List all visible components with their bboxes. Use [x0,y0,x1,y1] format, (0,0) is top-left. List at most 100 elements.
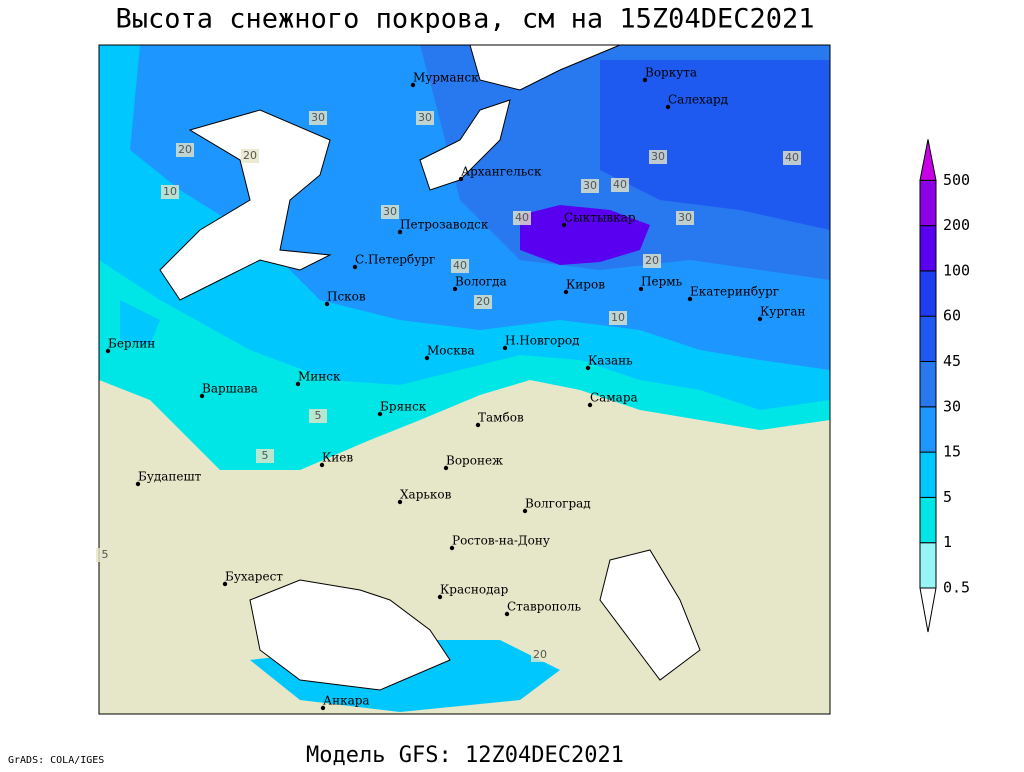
city-label: Мурманск [413,71,479,85]
contour-label: 30 [311,111,325,124]
legend-swatch [919,179,937,227]
city-dot [397,499,403,505]
legend-swatch [919,270,937,317]
contour-label: 40 [453,259,467,272]
city-label: Будапешт [138,470,202,484]
legend-swatch [919,496,937,544]
city-label: Киев [322,451,353,465]
city-label: Н.Новгород [505,334,580,348]
city-dot [320,705,326,711]
legend-label: 500 [943,171,970,189]
contour-label-box [609,311,627,325]
contour-label: 20 [243,149,257,162]
city-dot [443,465,449,471]
city-dot [397,229,403,235]
contour-label: 10 [163,185,177,198]
model: Модель GFS: 12Z04DEC2021 [306,743,624,768]
city-dot [687,296,693,302]
city-dot [424,355,430,361]
contour-label-box [649,150,667,164]
city-dot [458,176,464,182]
city-label: Псков [327,290,366,304]
city-dot [199,393,205,399]
city-label: Краснодар [440,583,509,597]
contour-label: 5 [315,409,322,422]
legend-swatch [919,451,937,498]
contour-label: 5 [102,548,109,561]
city-label: Екатеринбург [690,285,779,299]
city-dot [665,104,671,110]
contour-label-box [611,178,629,192]
city-label: Берлин [108,337,155,351]
city-label: Ставрополь [507,600,581,614]
legend-label: 200 [943,216,970,234]
city-dot [585,365,591,371]
city-label: Курган [760,305,805,319]
contour-label-box [309,111,327,125]
city-dot [638,286,644,292]
map [98,44,831,720]
contour-label: 30 [583,179,597,192]
contour-label-box [581,179,599,193]
legend-low [919,587,937,633]
contour-label-box [241,149,259,163]
city-label: Волгоград [525,497,591,511]
city-dot [135,481,141,487]
contour-label-box [531,648,549,662]
legend-label: 45 [943,352,961,370]
contour-label: 20 [178,143,192,156]
contour-label-box [381,205,399,219]
city-dot [561,222,567,228]
city-label: Варшава [202,382,258,396]
legend-label: 1 [943,533,952,551]
contour-label: 10 [611,311,625,324]
contour-label-box [256,449,274,463]
city-label: Пермь [641,275,683,289]
legend-swatch [919,315,937,363]
contour-label: 30 [418,111,432,124]
legend-label: 60 [943,307,961,325]
contour-label: 40 [515,211,529,224]
legend-high [919,139,937,181]
contour-label: 30 [383,205,397,218]
legend-label: 15 [943,443,961,461]
contour-label-box [474,295,492,309]
city-label: Сыктывкар [564,211,636,225]
city-label: Архангельск [461,165,542,179]
credit: GrADS: COLA/IGES [8,755,104,766]
legend-label: 100 [943,261,970,279]
contour-label-box [416,111,434,125]
city-dot [352,264,358,270]
city-label: Самара [590,391,638,405]
contour-label-box [783,151,801,165]
contour-label-box [309,409,327,423]
city-dot [452,286,458,292]
city-label: Анкара [323,694,370,708]
contour-label-box [451,259,469,273]
legend-swatch [919,225,937,272]
legend-swatch [919,542,937,589]
city-dot [587,402,593,408]
city-dot [642,77,648,83]
city-label: Вологда [455,275,507,289]
contour-label: 20 [476,295,490,308]
snow-100 [520,205,650,265]
title: Высота снежного покрова, см на 15Z04DEC2… [116,4,815,35]
city-dot [410,82,416,88]
contour-label: 40 [613,178,627,191]
legend-label: 30 [943,397,961,415]
city-dot [105,348,111,354]
city-label: Ростов-на-Дону [452,534,550,548]
city-dot [222,581,228,587]
city-label: Казань [588,354,633,368]
city-dot [504,611,510,617]
city-dot [319,462,325,468]
contour-label: 20 [533,648,547,661]
legend-swatch [919,361,937,408]
city-dot [449,545,455,551]
city-label: Киров [566,278,605,292]
city-label: Москва [427,344,475,358]
contour-label: 20 [645,254,659,267]
city-label: С.Петербург [355,253,435,267]
